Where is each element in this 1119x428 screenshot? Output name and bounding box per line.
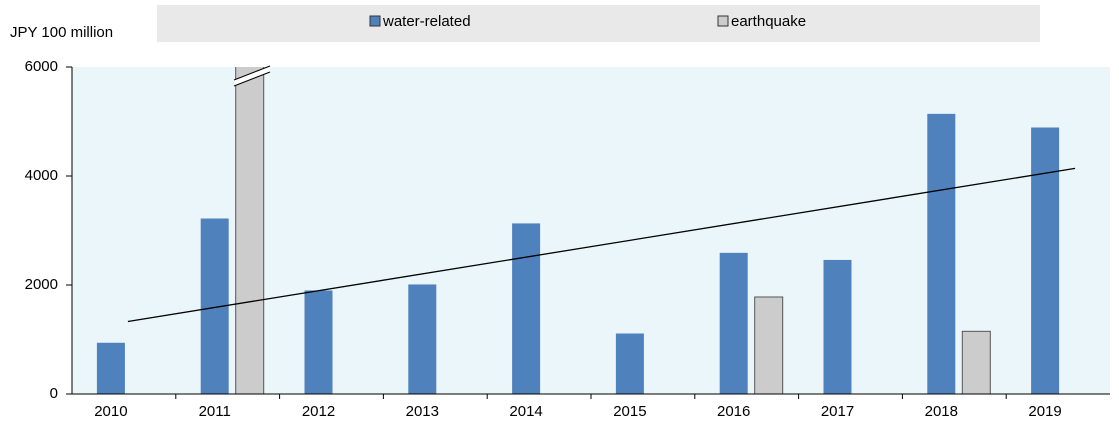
bar [961, 330, 991, 394]
legend-label: water-related [382, 13, 471, 30]
y-tick-label: 4000 [25, 167, 58, 184]
x-tick-label: 2013 [406, 403, 439, 420]
axis-break [233, 65, 271, 87]
bar [927, 113, 956, 394]
x-tick-label: 2011 [199, 403, 231, 420]
x-tick-label: 2017 [821, 403, 854, 420]
legend [157, 5, 1040, 42]
bar [304, 290, 333, 394]
bar [754, 296, 784, 394]
x-tick-label: 2018 [925, 403, 958, 420]
bar [235, 67, 265, 394]
y-tick-label: 0 [50, 385, 58, 402]
x-tick-label: 2016 [717, 403, 750, 420]
x-tick-label: 2010 [94, 403, 127, 420]
bar [512, 223, 541, 394]
x-tick-label: 2014 [509, 403, 542, 420]
legend-label: earthquake [731, 13, 806, 30]
y-tick-label: 2000 [25, 276, 58, 293]
bar [1031, 127, 1060, 394]
marks [96, 67, 1076, 394]
y-tick-label: 6000 [25, 58, 58, 75]
trend-line [127, 167, 1076, 323]
bar [96, 342, 125, 394]
legend-swatch [717, 15, 729, 27]
x-tick-label: 2019 [1028, 403, 1061, 420]
bar [408, 284, 437, 394]
bar [719, 252, 748, 394]
y-axis-label: JPY 100 million [10, 24, 113, 41]
bar [615, 333, 644, 394]
legend-swatch [369, 15, 381, 27]
x-tick-label: 2015 [613, 403, 646, 420]
x-tick-label: 2012 [302, 403, 335, 420]
bar [823, 259, 852, 394]
